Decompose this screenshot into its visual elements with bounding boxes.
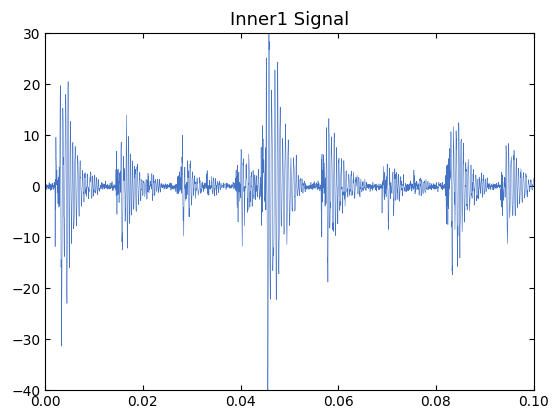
Title: Inner1 Signal: Inner1 Signal <box>230 11 349 29</box>
